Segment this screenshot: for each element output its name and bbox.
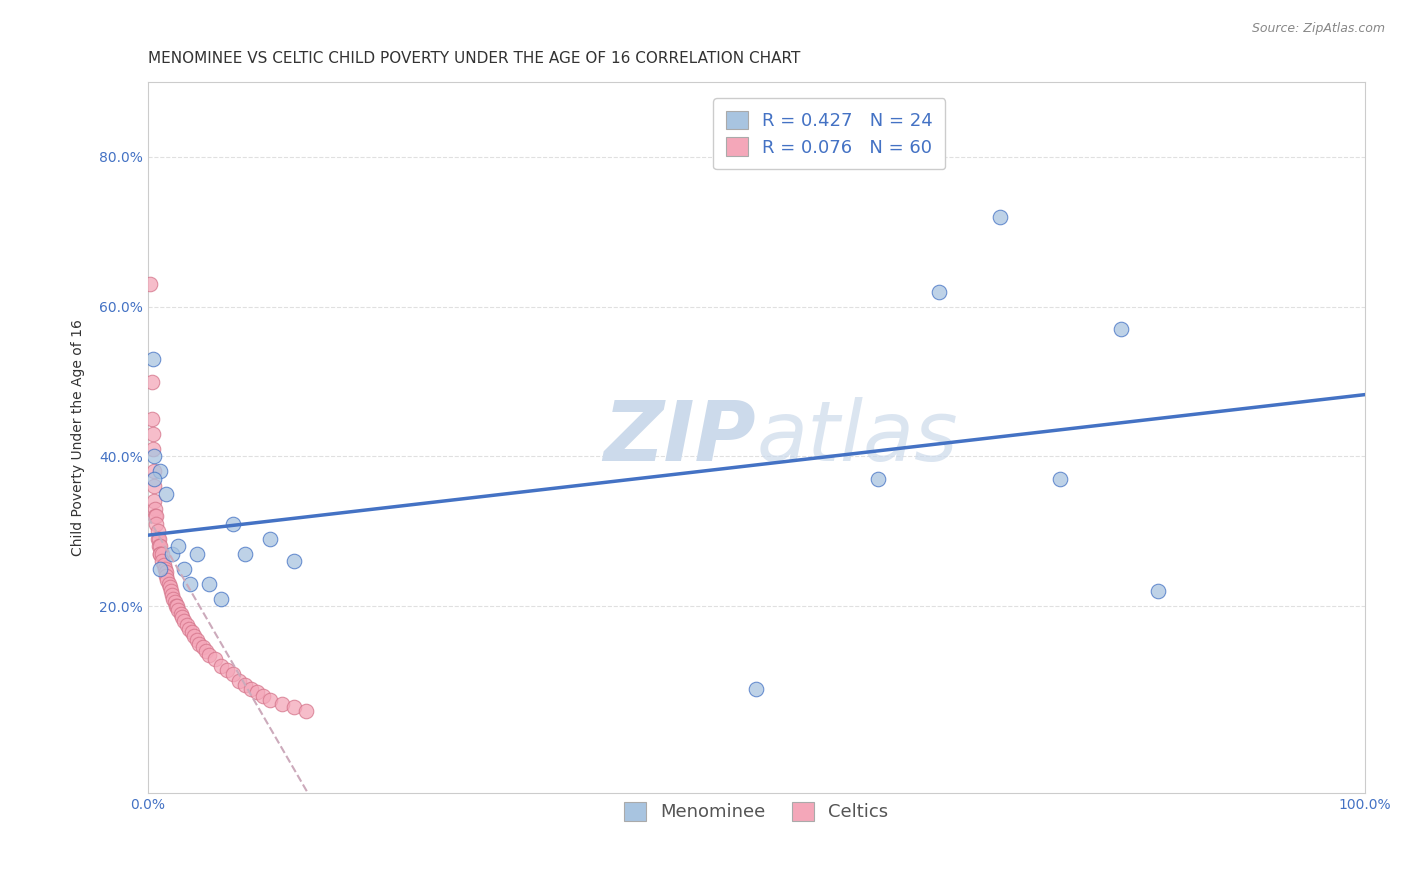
Point [252, 689, 274, 703]
Point [176, 618, 198, 632]
Point [155, 569, 177, 583]
Point [228, 674, 250, 689]
Point [246, 685, 269, 699]
Point [197, 648, 219, 662]
Text: Source: ZipAtlas.com: Source: ZipAtlas.com [1251, 22, 1385, 36]
Point [155, 487, 177, 501]
Point [141, 412, 163, 426]
Point [209, 659, 232, 673]
Point [215, 663, 238, 677]
Point [142, 427, 165, 442]
Point [928, 285, 950, 299]
Point [173, 562, 195, 576]
Point [180, 625, 202, 640]
Point [142, 465, 165, 479]
Point [222, 666, 245, 681]
Point [988, 210, 1011, 224]
Point [149, 547, 172, 561]
Point [1111, 322, 1133, 336]
Point [145, 509, 167, 524]
Point [146, 524, 169, 539]
Point [149, 547, 172, 561]
Point [166, 599, 188, 614]
Point [153, 562, 176, 576]
Point [148, 539, 170, 553]
Point [145, 516, 167, 531]
Point [209, 591, 232, 606]
Point [233, 547, 256, 561]
Point [149, 539, 172, 553]
Point [283, 700, 305, 714]
Point [270, 697, 292, 711]
Point [142, 472, 165, 486]
Point [188, 637, 211, 651]
Point [191, 640, 214, 655]
Y-axis label: Child Poverty Under the Age of 16: Child Poverty Under the Age of 16 [72, 319, 86, 557]
Point [142, 352, 165, 367]
Point [152, 547, 174, 561]
Point [148, 532, 170, 546]
Point [143, 501, 166, 516]
Point [259, 532, 281, 546]
Point [156, 573, 179, 587]
Point [183, 629, 205, 643]
Text: MENOMINEE VS CELTIC CHILD POVERTY UNDER THE AGE OF 16 CORRELATION CHART: MENOMINEE VS CELTIC CHILD POVERTY UNDER … [148, 51, 800, 66]
Point [1146, 584, 1168, 599]
Point [149, 465, 172, 479]
Point [173, 614, 195, 628]
Point [162, 591, 184, 606]
Point [152, 558, 174, 572]
Point [222, 516, 245, 531]
Point [170, 610, 193, 624]
Point [745, 681, 768, 696]
Point [146, 532, 169, 546]
Point [197, 576, 219, 591]
Point [866, 472, 889, 486]
Point [165, 599, 187, 614]
Point [142, 494, 165, 508]
Point [160, 584, 183, 599]
Point [160, 547, 183, 561]
Point [149, 562, 172, 576]
Point [160, 588, 183, 602]
Point [1049, 472, 1071, 486]
Point [233, 678, 256, 692]
Point [186, 547, 208, 561]
Point [179, 622, 201, 636]
Point [283, 554, 305, 568]
Point [142, 442, 165, 456]
Point [186, 632, 208, 647]
Point [152, 554, 174, 568]
Point [170, 607, 193, 621]
Point [157, 576, 180, 591]
Point [204, 651, 226, 665]
Point [142, 450, 165, 464]
Point [195, 644, 218, 658]
Text: ZIP: ZIP [603, 397, 756, 478]
Point [259, 692, 281, 706]
Point [295, 704, 318, 718]
Point [143, 509, 166, 524]
Point [142, 479, 165, 493]
Point [163, 595, 186, 609]
Point [155, 566, 177, 580]
Point [167, 539, 190, 553]
Point [240, 681, 263, 696]
Point [159, 581, 181, 595]
Point [139, 277, 162, 292]
Legend: Menominee, Celtics: Menominee, Celtics [612, 789, 901, 834]
Point [141, 375, 163, 389]
Point [179, 576, 201, 591]
Point [167, 603, 190, 617]
Text: atlas: atlas [756, 397, 957, 478]
